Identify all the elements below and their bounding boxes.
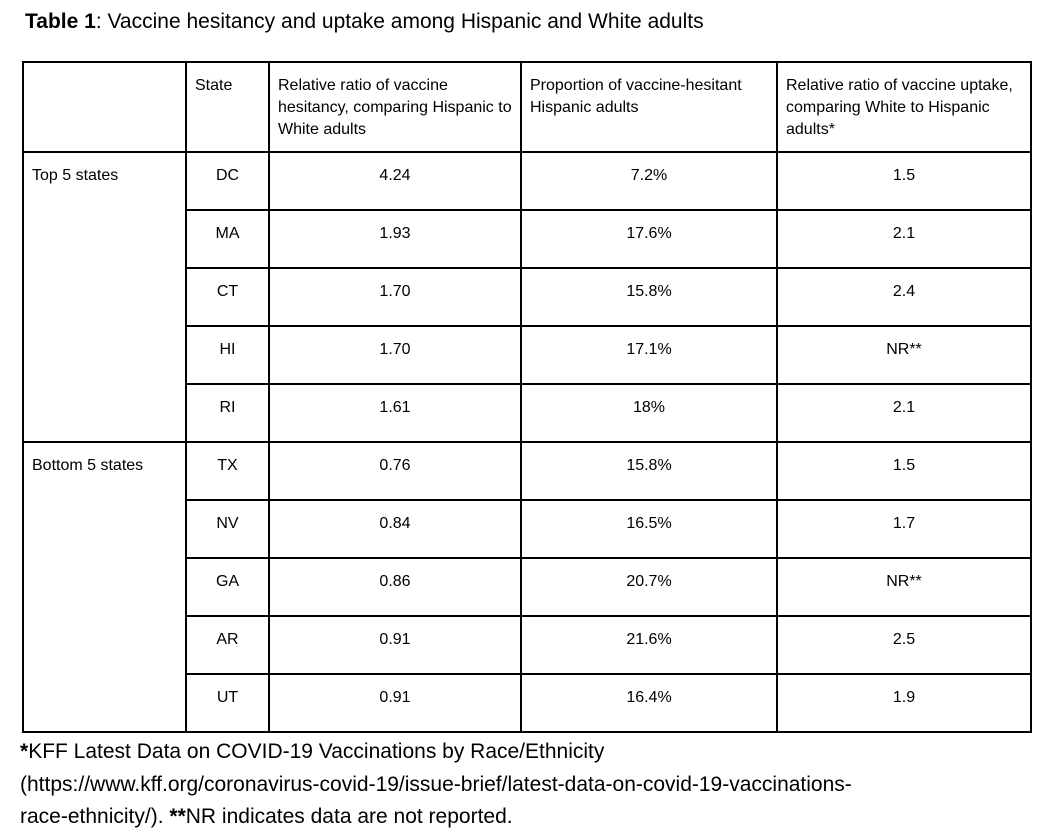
uptake-cell: 2.5 <box>776 615 1032 675</box>
hesitancy-cell: 1.93 <box>268 209 522 269</box>
hesitancy-cell: 0.76 <box>268 441 522 501</box>
uptake-cell: 1.5 <box>776 441 1032 501</box>
proportion-cell: 7.2% <box>520 151 778 211</box>
uptake-cell: 1.7 <box>776 499 1032 559</box>
state-cell: CT <box>185 267 270 327</box>
col-header-state: State <box>185 61 270 153</box>
hesitancy-cell: 0.91 <box>268 673 522 733</box>
footnote-line-3: race-ethnicity/). **NR indicates data ar… <box>20 801 1032 834</box>
hesitancy-cell: 1.70 <box>268 267 522 327</box>
proportion-cell: 17.6% <box>520 209 778 269</box>
table-row: Bottom 5 states TX 0.76 15.8% 1.5 <box>22 441 1032 733</box>
hesitancy-cell: 1.61 <box>268 383 522 443</box>
table-row: AR 0.91 21.6% 2.5 <box>23 615 1032 675</box>
footnote-asterisk: * <box>20 740 29 763</box>
hesitancy-cell: 0.86 <box>268 557 522 617</box>
hesitancy-cell: 1.70 <box>268 325 522 385</box>
table-row: Top 5 states DC 4.24 7.2% 1.5 <box>22 151 1032 443</box>
table-row: MA 1.93 17.6% 2.1 <box>23 209 1032 269</box>
hesitancy-cell: 0.91 <box>268 615 522 675</box>
proportion-cell: 21.6% <box>520 615 778 675</box>
table-row: HI 1.70 17.1% NR** <box>23 325 1032 385</box>
uptake-cell: 2.1 <box>776 383 1032 443</box>
footnote-line-1: *KFF Latest Data on COVID-19 Vaccination… <box>20 736 1032 769</box>
proportion-cell: 16.4% <box>520 673 778 733</box>
proportion-cell: 15.8% <box>520 441 778 501</box>
header-row: State Relative ratio of vaccine hesitanc… <box>22 61 1032 153</box>
col-header-uptake: Relative ratio of vaccine uptake, compar… <box>776 61 1032 153</box>
table-row: NV 0.84 16.5% 1.7 <box>23 499 1032 559</box>
proportion-cell: 17.1% <box>520 325 778 385</box>
table-caption-label: Table 1 <box>25 10 96 33</box>
footnote-url-text: (https://www.kff.org/coronavirus-covid-1… <box>20 772 852 796</box>
uptake-cell: 2.4 <box>776 267 1032 327</box>
uptake-cell: NR** <box>776 325 1032 385</box>
table-row: GA 0.86 20.7% NR** <box>23 557 1032 617</box>
group-label-bottom5: Bottom 5 states <box>22 441 187 733</box>
footnote-nr-text: NR indicates data are not reported. <box>185 805 513 828</box>
table-footnotes: *KFF Latest Data on COVID-19 Vaccination… <box>20 736 1032 834</box>
footnote-source-text: KFF Latest Data on COVID-19 Vaccinations… <box>28 740 605 763</box>
proportion-cell: 15.8% <box>520 267 778 327</box>
state-cell: TX <box>185 441 270 501</box>
table-row: RI 1.61 18% 2.1 <box>23 383 1032 443</box>
corner-cell <box>22 61 187 153</box>
hesitancy-cell: 0.84 <box>268 499 522 559</box>
footnote-url-end-text: race-ethnicity/). <box>20 805 170 828</box>
state-cell: NV <box>185 499 270 559</box>
uptake-cell: 2.1 <box>776 209 1032 269</box>
col-header-hesitancy: Relative ratio of vaccine hesitancy, com… <box>268 61 522 153</box>
state-cell: DC <box>185 151 270 211</box>
group-label-top5: Top 5 states <box>22 151 187 443</box>
proportion-cell: 18% <box>520 383 778 443</box>
state-cell: RI <box>185 383 270 443</box>
table-caption: Table 1: Vaccine hesitancy and uptake am… <box>25 8 1032 35</box>
table-row: UT 0.91 16.4% 1.9 <box>23 673 1032 733</box>
proportion-cell: 16.5% <box>520 499 778 559</box>
state-cell: MA <box>185 209 270 269</box>
state-cell: GA <box>185 557 270 617</box>
table-row: CT 1.70 15.8% 2.4 <box>23 267 1032 327</box>
state-cell: HI <box>185 325 270 385</box>
state-cell: AR <box>185 615 270 675</box>
uptake-cell: NR** <box>776 557 1032 617</box>
table-caption-text: : Vaccine hesitancy and uptake among His… <box>95 10 704 33</box>
uptake-cell: 1.5 <box>776 151 1032 211</box>
footnote-double-asterisk: ** <box>169 805 186 828</box>
vaccine-table: State Relative ratio of vaccine hesitanc… <box>22 61 1032 733</box>
proportion-cell: 20.7% <box>520 557 778 617</box>
state-cell: UT <box>185 673 270 733</box>
hesitancy-cell: 4.24 <box>268 151 522 211</box>
footnote-line-2: (https://www.kff.org/coronavirus-covid-1… <box>20 769 1032 802</box>
uptake-cell: 1.9 <box>776 673 1032 733</box>
col-header-proportion: Proportion of vaccine-hesitant Hispanic … <box>520 61 778 153</box>
